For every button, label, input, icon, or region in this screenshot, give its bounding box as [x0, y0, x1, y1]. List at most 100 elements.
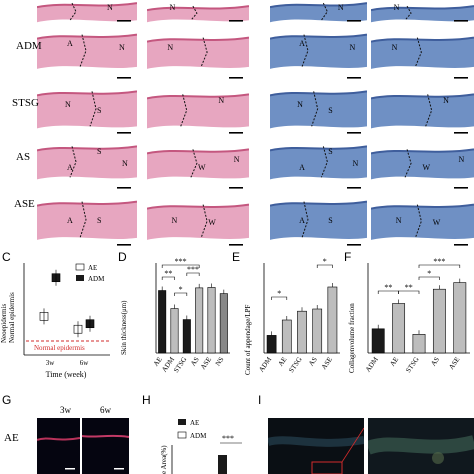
legend-h-adm-swatch: [177, 431, 187, 439]
svg-text:N: N: [119, 43, 125, 52]
d-bars-xtick-ns: NS: [214, 355, 226, 367]
histology-tile-r0-c3: N: [371, 0, 474, 26]
d-sig-label-0: ***: [175, 257, 187, 266]
row-label-stsg: STSG: [12, 97, 39, 109]
svg-text:A: A: [299, 39, 305, 48]
svg-text:N: N: [352, 159, 358, 168]
panel-c-ylabel-2: Normal epidermis: [8, 292, 16, 343]
panel-g-row-ae: AE: [4, 432, 19, 444]
panel-g-col-3w: 3w: [60, 405, 71, 415]
normal-epidermis-label: Normal epidermis: [34, 344, 85, 352]
svg-text:S: S: [97, 106, 101, 115]
histology-tile-r1-c1: N: [147, 28, 249, 83]
f-sig-label-2: *: [427, 269, 431, 278]
legend-adm-label: ADM: [88, 275, 105, 283]
e-bars-xtick-as: AS: [307, 355, 319, 367]
panel-c-xlabel: Time (week): [46, 370, 87, 379]
svg-text:S: S: [328, 147, 332, 156]
panel-g-img-6w: [82, 418, 129, 474]
svg-text:S: S: [97, 147, 101, 156]
f-sig-label-0: **: [384, 283, 392, 292]
svg-text:N: N: [338, 3, 344, 12]
svg-text:S: S: [97, 216, 101, 225]
panel-i-img-zoom: [368, 418, 474, 474]
f-bars-xtick-ase: ASE: [447, 356, 461, 371]
e-bars-xtick-adm: ADM: [257, 355, 273, 374]
d-sig-label-3: ***: [187, 265, 199, 274]
f-bars-bar-as: [432, 288, 446, 354]
svg-text:N: N: [459, 155, 465, 164]
f-bars-xtick-ae: AE: [388, 356, 400, 368]
panel-h-bar-ae: [218, 455, 227, 474]
d-bars-bar-ase: [207, 287, 216, 354]
svg-text:W: W: [433, 218, 441, 227]
svg-text:W: W: [423, 163, 431, 172]
svg-text:A: A: [299, 163, 305, 172]
panel-letter-e: E: [232, 250, 241, 264]
panel-h-ylabel: e Area(%): [160, 445, 168, 474]
e-sig-label-0: *: [277, 289, 281, 298]
svg-text:A: A: [67, 163, 73, 172]
svg-text:N: N: [167, 43, 173, 52]
histology-tile-r3-c2: A S N: [270, 140, 367, 193]
row-label-adm: ADM: [16, 40, 42, 52]
svg-text:S: S: [328, 106, 332, 115]
panel-e-ylabel: Count of appendage/LPF: [244, 305, 252, 375]
panel-c-ylabel-1: Neoepidermis: [0, 303, 8, 343]
legend-adm-swatch: [76, 275, 84, 281]
svg-text:N: N: [443, 96, 449, 105]
panel-h-sig: ***: [222, 434, 234, 443]
row-label-ase: ASE: [14, 198, 35, 210]
histology-tile-r3-c0: A S N: [37, 140, 137, 193]
panel-i-img-overview: [268, 418, 364, 474]
legend-h-ae-swatch: [178, 419, 186, 425]
d-bars-bar-ae: [158, 290, 167, 354]
e-bars-xtick-ae: AE: [277, 356, 289, 368]
d-bars-bar-ns: [219, 293, 228, 354]
e-bars-bar-as: [312, 308, 323, 354]
svg-text:N: N: [65, 100, 71, 109]
panel-f-chart: Collagenvolume fraction ADM AE STSG AS ASE *…: [348, 257, 470, 375]
d-sig-label-1: **: [164, 269, 172, 278]
svg-text:N: N: [218, 96, 224, 105]
svg-text:N: N: [169, 3, 175, 12]
svg-text:N: N: [396, 216, 402, 225]
svg-text:N: N: [350, 43, 356, 52]
f-bars-xtick-stsg: STSG: [404, 356, 420, 375]
panel-f-ylabel: Collagenvolume fraction: [348, 303, 356, 373]
panel-c-xtick-3w: 3w: [46, 359, 56, 367]
svg-text:N: N: [122, 159, 128, 168]
svg-text:N: N: [171, 216, 177, 225]
histology-tile-r2-c3: N: [371, 85, 474, 138]
svg-text:S: S: [328, 216, 332, 225]
panel-letter-h: H: [142, 393, 151, 407]
d-bars-xtick-stsg: STSG: [172, 356, 188, 375]
svg-text:A: A: [299, 216, 305, 225]
f-bars-xtick-adm: ADM: [364, 355, 380, 374]
svg-text:N: N: [234, 155, 240, 164]
svg-text:W: W: [208, 218, 216, 227]
panel-d-ylabel: Skin thickness(μm): [120, 300, 128, 355]
panel-g-col-6w: 6w: [100, 405, 111, 415]
f-sig-label-3: ***: [433, 257, 445, 266]
f-sig-label-1: **: [405, 283, 413, 292]
legend-ae-label: AE: [88, 264, 97, 272]
histology-tile-r0-c2: N: [270, 0, 367, 26]
f-bars-xtick-as: AS: [429, 355, 441, 367]
row-label-as: AS: [16, 151, 31, 163]
panel-letter-f: F: [344, 250, 352, 264]
svg-text:A: A: [67, 39, 73, 48]
e-bars-bar-adm: [266, 335, 277, 354]
panel-g-img-3w: [37, 418, 80, 474]
legend-h-ae-label: AE: [190, 419, 199, 427]
d-bars-bar-stsg: [182, 319, 191, 354]
